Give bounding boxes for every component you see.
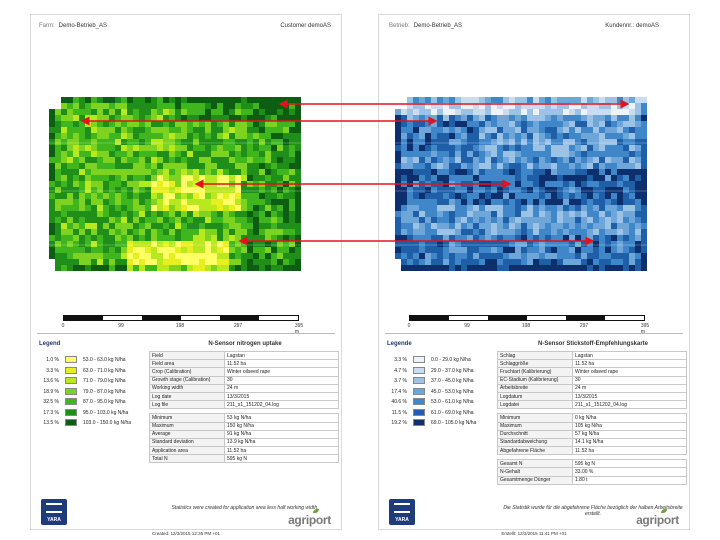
legend-swatch: [413, 377, 425, 384]
legend-row: 4.7 % 29.0 - 37.0 kg N/ha: [385, 366, 497, 377]
agriport-logo: agriport: [288, 509, 331, 527]
scale-bar: 0 99 198 297 395 m: [408, 315, 649, 335]
legend-range: 0.0 - 29.0 kg N/ha: [431, 357, 471, 363]
legend-range: 79.0 - 87.0 kg N/ha: [83, 388, 126, 395]
legend-row: 13.6 % 71.0 - 79.0 kg N/ha: [37, 376, 149, 387]
legend-title: Legende: [387, 341, 412, 347]
stats-value: 211_s1_151202_04.log: [224, 400, 339, 410]
legend-title: Legend: [39, 341, 61, 347]
legend-percent: 32.5 %: [43, 399, 59, 405]
legend-range: 45.0 - 53.0 kg N/ha: [431, 388, 474, 395]
scale-bar: 0 99 198 297 395 m: [62, 315, 303, 335]
legend-percent: 18.9 %: [43, 388, 59, 395]
yara-logo: YARA: [389, 499, 415, 525]
stats-note: Statistics were created for application …: [171, 505, 319, 511]
stats-value: 11.52 ha: [572, 446, 687, 456]
legend-percent: 3.3 %: [46, 367, 59, 374]
legend-swatch: [65, 356, 77, 363]
legend-range: 29.0 - 37.0 kg N/ha: [431, 367, 474, 374]
stats-value: 595 kg N: [224, 454, 339, 464]
created-timestamp: Created: 12/3/2015 12:35 PM +01: [152, 531, 220, 536]
stats-title: N-Sensor Stickstoff-Empfehlungskarte: [537, 341, 649, 347]
stats-row: Log date 13/3/2015: [149, 391, 339, 402]
legend-range: 87.0 - 95.0 kg N/ha: [83, 399, 126, 405]
customer-header: Customer demoAS: [280, 23, 331, 29]
legend-percent: 17.3 %: [43, 409, 59, 416]
stats-row: Gesamtmenge Dünger 1.80 t: [497, 475, 687, 485]
legend-swatch: [413, 387, 425, 395]
created-timestamp: Erstellt: 12/3/2015 11:41 PM +01: [501, 531, 567, 536]
stats-value: 1.80 t: [572, 475, 687, 485]
legend: 1.0 % 53.0 - 63.0 kg N/ha 3.3 % 63.0 - 71.0…: [37, 355, 149, 429]
legend-percent: 3.7 %: [394, 378, 407, 384]
legend-percent: 17.4 %: [391, 388, 407, 395]
legend-range: 103.0 - 150.0 kg N/ha: [83, 420, 132, 426]
uptake-map: [47, 95, 303, 271]
legend-row: 3.3 % 0.0 - 29.0 kg N/ha: [385, 355, 497, 366]
legend-percent: 1.0 %: [46, 357, 59, 363]
legend-swatch: [413, 356, 425, 363]
legend-range: 53.0 - 63.0 kg N/ha: [83, 357, 126, 363]
legend-row: 13.5 % 103.0 - 150.0 kg N/ha: [37, 418, 149, 429]
legend-swatch: [65, 377, 77, 384]
stats-title: N-Sensor nitrogen uptake: [208, 341, 282, 347]
farm-header: Betrieb: Demo-Betrieb_AS: [389, 23, 463, 29]
legend-row: 32.5 % 87.0 - 95.0 kg N/ha: [37, 397, 149, 408]
legend: 3.3 % 0.0 - 29.0 kg N/ha 4.7 % 29.0 - 37.0 …: [385, 355, 497, 429]
stats-row: Logdatei 211_s1_151202_04.log: [497, 400, 687, 410]
customer-header: Kundennr.: demoAS: [605, 23, 659, 29]
stats-note: Die Statistik wurde für die abgefahrene …: [503, 505, 683, 517]
stats-table: Field Lagstan Field area 11.52 ha Crop (Cali…: [149, 350, 339, 464]
legend-range: 71.0 - 79.0 kg N/ha: [83, 378, 126, 384]
legend-swatch: [65, 398, 77, 405]
yara-logo: YARA: [41, 499, 67, 525]
legend-row: 1.0 % 53.0 - 63.0 kg N/ha: [37, 355, 149, 366]
stats-table: Schlag Lagstan Schlaggröße 11.52 ha Fruchtar…: [497, 350, 687, 485]
stats-row: Total N 595 kg N: [149, 454, 339, 464]
legend-percent: 19.2 %: [391, 420, 407, 426]
legend-percent: 3.3 %: [394, 357, 407, 363]
legend-swatch: [65, 387, 77, 395]
legend-swatch: [413, 408, 425, 416]
legend-swatch: [65, 408, 77, 416]
legend-row: 3.7 % 37.0 - 45.0 kg N/ha: [385, 376, 497, 387]
stats-row: Abgefahrene Fläche 11.52 ha: [497, 446, 687, 456]
legend-swatch: [413, 366, 425, 374]
legend-swatch: [65, 419, 77, 426]
legend-range: 61.0 - 69.0 kg N/ha: [431, 409, 474, 416]
legend-range: 95.0 - 103.0 kg N/ha: [83, 409, 129, 416]
stats-value: 211_s1_151202_04.log: [572, 400, 687, 410]
legend-row: 17.3 % 95.0 - 103.0 kg N/ha: [37, 408, 149, 419]
legend-row: 3.3 % 63.0 - 71.0 kg N/ha: [37, 366, 149, 377]
agriport-logo: agriport: [636, 509, 679, 527]
recommendation-map: [393, 95, 649, 271]
legend-swatch: [413, 398, 425, 405]
legend-row: 19.2 % 69.0 - 105.0 kg N/ha: [385, 418, 497, 429]
legend-row: 40.6 % 53.0 - 61.0 kg N/ha: [385, 397, 497, 408]
legend-row: 11.5 % 61.0 - 69.0 kg N/ha: [385, 408, 497, 419]
legend-range: 37.0 - 45.0 kg N/ha: [431, 378, 474, 384]
legend-swatch: [65, 366, 77, 374]
legend-percent: 11.5 %: [391, 409, 407, 416]
legend-percent: 40.6 %: [391, 399, 407, 405]
legend-range: 53.0 - 61.0 kg N/ha: [431, 399, 474, 405]
stats-row: Crop (Calibration) Winter oilseed rape: [149, 367, 339, 377]
legend-row: 17.4 % 45.0 - 53.0 kg N/ha: [385, 387, 497, 398]
legend-row: 18.9 % 79.0 - 87.0 kg N/ha: [37, 387, 149, 398]
legend-percent: 13.6 %: [43, 378, 59, 384]
legend-range: 69.0 - 105.0 kg N/ha: [431, 420, 477, 426]
legend-range: 63.0 - 71.0 kg N/ha: [83, 367, 126, 374]
farm-header: Farm: Demo-Betrieb_AS: [39, 23, 108, 29]
legend-percent: 13.5 %: [43, 420, 59, 426]
stats-row: Log file 211_s1_151202_04.log: [149, 400, 339, 410]
legend-percent: 4.7 %: [394, 367, 407, 374]
legend-swatch: [413, 419, 425, 426]
